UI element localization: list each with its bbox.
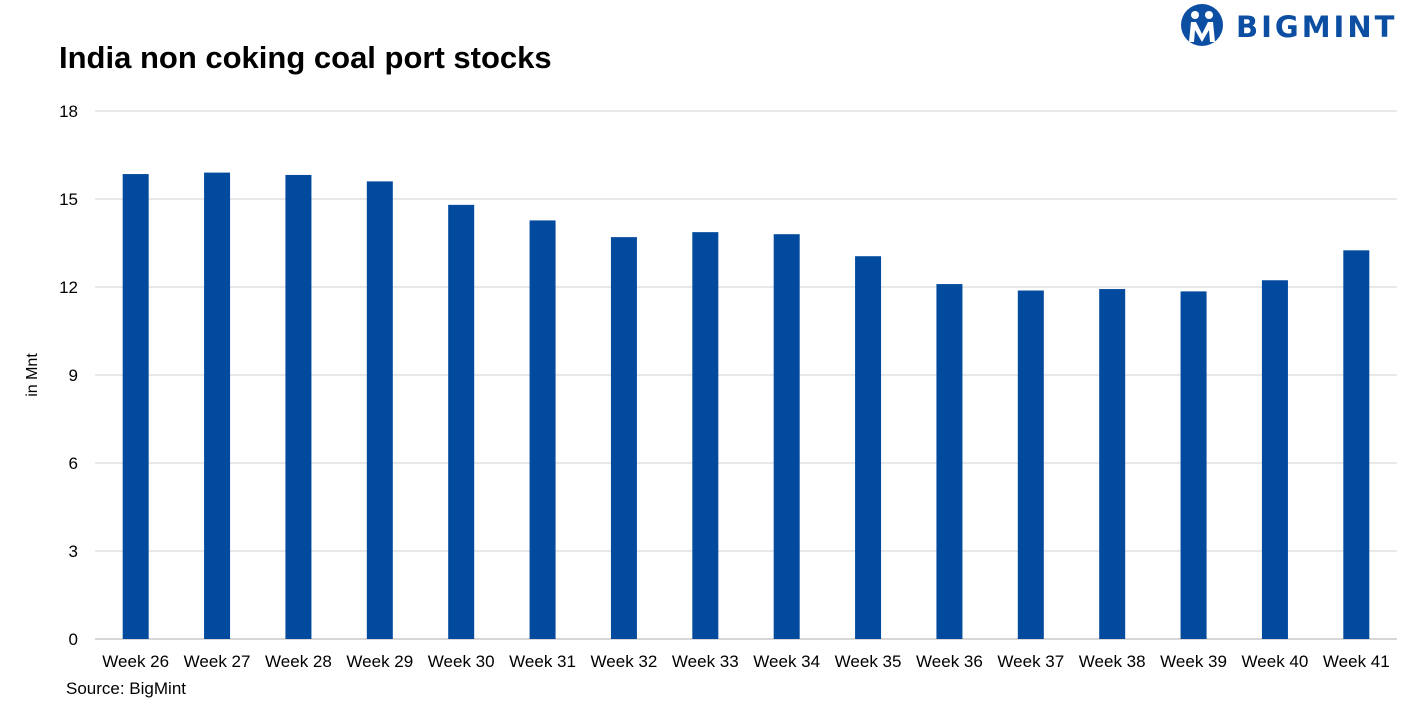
bar — [773, 234, 800, 639]
y-tick-label: 15 — [59, 190, 78, 209]
y-tick-label: 0 — [69, 630, 78, 649]
bar — [366, 181, 393, 639]
y-tick-label: 9 — [69, 366, 78, 385]
x-tick-label: Week 41 — [1323, 652, 1390, 671]
x-tick-label: Week 39 — [1160, 652, 1227, 671]
y-axis-ticks: 0 3 6 9 12 15 18 — [59, 102, 78, 649]
bar — [1017, 290, 1044, 639]
y-axis-label: in Mnt — [24, 353, 41, 397]
x-tick-label: Week 37 — [997, 652, 1064, 671]
x-tick-label: Week 40 — [1242, 652, 1309, 671]
x-tick-label: Week 35 — [835, 652, 902, 671]
bigmint-logo-icon — [1181, 4, 1223, 46]
bar — [122, 174, 149, 640]
y-tick-label: 6 — [69, 454, 78, 473]
brand-logo: BIGMINT — [1180, 4, 1410, 48]
bar — [1261, 280, 1288, 639]
x-tick-label: Week 31 — [509, 652, 576, 671]
gridlines — [95, 110, 1397, 640]
x-tick-label: Week 26 — [102, 652, 169, 671]
x-axis-ticks: Week 26 Week 27 Week 28 Week 29 Week 30 Week … — [102, 652, 1389, 671]
x-tick-label: Week 32 — [591, 652, 658, 671]
y-tick-label: 12 — [59, 278, 78, 297]
bars — [122, 172, 1370, 640]
bar — [855, 256, 882, 639]
x-tick-label: Week 38 — [1079, 652, 1146, 671]
y-tick-label: 3 — [69, 542, 78, 561]
x-tick-label: Week 30 — [428, 652, 495, 671]
bar — [1099, 289, 1126, 639]
bar — [529, 220, 556, 639]
bar — [692, 232, 719, 639]
x-tick-label: Week 34 — [753, 652, 820, 671]
x-tick-label: Week 28 — [265, 652, 332, 671]
bar — [448, 204, 475, 639]
bar — [1180, 291, 1207, 639]
y-tick-label: 18 — [59, 102, 78, 121]
x-tick-label: Week 29 — [346, 652, 413, 671]
x-tick-label: Week 36 — [916, 652, 983, 671]
chart-title: India non coking coal port stocks — [59, 40, 552, 75]
brand-name: BIGMINT — [1236, 10, 1398, 44]
source-note: Source: BigMint — [66, 679, 186, 698]
bar — [285, 174, 312, 640]
bar — [936, 284, 963, 639]
x-tick-label: Week 27 — [184, 652, 251, 671]
x-tick-label: Week 33 — [672, 652, 739, 671]
bar — [1343, 250, 1370, 640]
bar — [610, 237, 637, 639]
bar — [204, 172, 231, 639]
